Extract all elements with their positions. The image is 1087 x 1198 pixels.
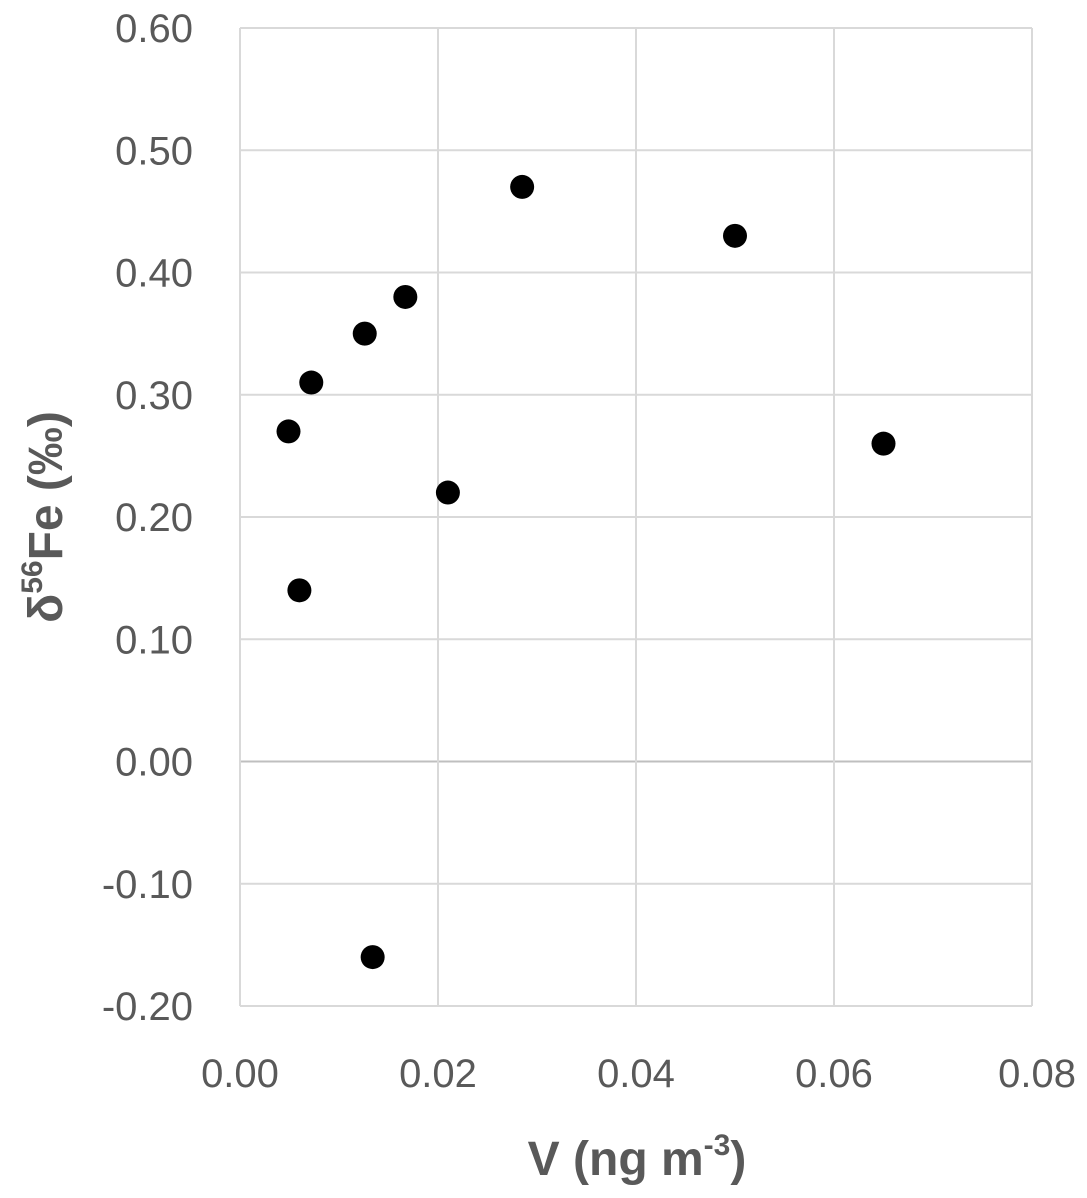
data-point <box>393 284 418 309</box>
data-point <box>360 945 385 970</box>
x-tick-label: 0.08 <box>998 1052 1076 1096</box>
y-tick-label: 0.60 <box>115 7 193 51</box>
x-axis-title-main: V (ng m <box>528 1133 704 1186</box>
y-axis-title-tail: Fe (‰) <box>20 411 73 560</box>
x-tick-label: 0.06 <box>795 1052 873 1096</box>
y-tick-label: 0.30 <box>115 374 193 418</box>
data-point <box>299 370 324 395</box>
tick-labels: -0.20 -0.10 0.00 0.10 0.20 0.30 0.40 0.50 0.60 0.… <box>102 7 1076 1096</box>
data-point <box>287 578 312 603</box>
data-point <box>510 174 535 199</box>
x-tick-label: 0.00 <box>201 1052 279 1096</box>
y-tick-label: 0.40 <box>115 252 193 296</box>
x-tick-label: 0.04 <box>597 1052 675 1096</box>
x-axis-title: V (ng m-3) <box>528 1129 747 1186</box>
y-tick-label: 0.10 <box>115 618 193 662</box>
y-tick-label: 0.20 <box>115 496 193 540</box>
x-axis-title-superscript: -3 <box>704 1129 731 1162</box>
data-points <box>276 174 896 970</box>
y-tick-label: 0.50 <box>115 129 193 173</box>
data-point <box>871 431 896 456</box>
y-tick-label: 0.00 <box>115 741 193 785</box>
data-point <box>435 480 460 505</box>
x-axis-title-tail: ) <box>730 1133 746 1186</box>
data-point <box>723 223 747 248</box>
grid-lines <box>239 27 1033 1007</box>
data-point <box>276 419 301 444</box>
data-point <box>352 321 377 346</box>
y-axis-title: δ56Fe (‰) <box>16 411 73 623</box>
y-tick-label: -0.10 <box>102 863 193 907</box>
y-axis-title-superscript: 56 <box>16 560 49 593</box>
y-axis-title-main: δ <box>20 594 73 623</box>
y-tick-label: -0.20 <box>102 985 193 1029</box>
x-tick-label: 0.02 <box>399 1052 477 1096</box>
